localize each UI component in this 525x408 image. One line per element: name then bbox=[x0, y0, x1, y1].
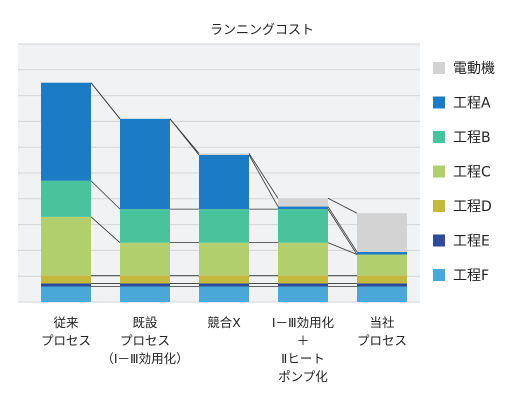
bar-segment-工程D-4 bbox=[357, 275, 407, 284]
bar-segment-工程A-0 bbox=[41, 82, 91, 181]
category-label-3: Ⅰ－Ⅲ効用化 bbox=[272, 315, 335, 330]
connector-line bbox=[169, 118, 200, 154]
bar-segment-工程D-0 bbox=[41, 275, 91, 284]
legend-swatch bbox=[433, 96, 445, 109]
bar-segment-工程E-1 bbox=[120, 283, 170, 287]
bar-segment-工程E-2 bbox=[199, 283, 249, 287]
legend-item-工程E: 工程E bbox=[433, 234, 490, 250]
category-label-1: 既設 bbox=[132, 315, 158, 330]
legend-label: 工程A bbox=[453, 96, 491, 112]
category-label-3: ポンプ化 bbox=[278, 369, 328, 384]
connector-line bbox=[327, 242, 358, 255]
category-label-2: 競合X bbox=[207, 315, 241, 330]
bar-segment-電動機-3 bbox=[278, 198, 328, 207]
connector-line bbox=[90, 216, 121, 243]
category-label-3: ＋ bbox=[297, 333, 310, 348]
category-label-1: （Ⅰ－Ⅲ効用化） bbox=[101, 351, 188, 366]
bar-segment-工程B-3 bbox=[278, 209, 328, 243]
category-label-0: プロセス bbox=[41, 333, 91, 348]
bar-segment-工程E-4 bbox=[357, 283, 407, 287]
bar-segment-工程C-0 bbox=[41, 216, 91, 276]
bar-segment-工程D-2 bbox=[199, 275, 249, 284]
category-label-4: 当社 bbox=[369, 315, 394, 330]
chart-title: ランニングコスト bbox=[210, 23, 314, 38]
connector-line bbox=[248, 154, 279, 207]
connector-line bbox=[327, 208, 358, 255]
category-label-0: 従来 bbox=[53, 315, 79, 330]
bar-segment-工程B-0 bbox=[41, 180, 91, 217]
legend-label: 電動機 bbox=[453, 61, 495, 77]
connector-line bbox=[90, 180, 121, 210]
legend-label: 工程C bbox=[453, 165, 491, 181]
connector-line bbox=[327, 206, 358, 253]
bar-segment-工程F-4 bbox=[357, 286, 407, 302]
bar-segment-工程A-3 bbox=[278, 206, 328, 210]
bar-segment-工程C-3 bbox=[278, 242, 328, 276]
bar-segment-工程B-1 bbox=[120, 209, 170, 243]
bar-segment-工程F-0 bbox=[41, 286, 91, 302]
bar-segment-工程D-1 bbox=[120, 275, 170, 284]
legend-swatch bbox=[433, 269, 445, 281]
bar-segment-工程F-3 bbox=[278, 286, 328, 302]
bar-segment-電動機-2 bbox=[199, 153, 249, 155]
connector-line bbox=[90, 82, 121, 120]
bar-segment-工程A-4 bbox=[357, 251, 407, 255]
category-label-1: プロセス bbox=[120, 333, 170, 348]
legend-item-工程C: 工程C bbox=[433, 165, 491, 181]
bar-segment-工程A-2 bbox=[199, 154, 249, 210]
category-label-4: プロセス bbox=[357, 333, 407, 348]
legend-swatch bbox=[433, 165, 445, 178]
connector-line bbox=[248, 153, 279, 199]
bar-segment-工程D-3 bbox=[278, 275, 328, 284]
legend-label: 工程D bbox=[453, 199, 492, 215]
bar-segment-工程B-2 bbox=[199, 209, 249, 243]
category-label-3: Ⅱヒート bbox=[281, 351, 325, 366]
legend-item-工程A: 工程A bbox=[433, 96, 491, 112]
legend-item-工程F: 工程F bbox=[433, 268, 489, 284]
legend-item-電動機: 電動機 bbox=[433, 61, 495, 77]
connector-line bbox=[327, 197, 358, 214]
legend-swatch bbox=[433, 131, 445, 143]
bar-segment-工程C-1 bbox=[120, 242, 170, 276]
legend-swatch bbox=[433, 62, 445, 74]
bar-segment-工程E-0 bbox=[41, 283, 91, 287]
bar-segment-工程C-2 bbox=[199, 242, 249, 276]
legend-item-工程D: 工程D bbox=[433, 199, 492, 215]
bar-segment-工程A-1 bbox=[120, 118, 170, 210]
bar-segment-工程C-4 bbox=[357, 254, 407, 276]
legend-swatch bbox=[433, 200, 445, 212]
legend-swatch bbox=[433, 234, 445, 247]
bar-segment-工程F-1 bbox=[120, 286, 170, 302]
legend-label: 工程F bbox=[453, 268, 489, 284]
bar-segment-工程F-2 bbox=[199, 286, 249, 302]
bar-segment-工程E-3 bbox=[278, 283, 328, 287]
legend-item-工程B: 工程B bbox=[433, 130, 491, 146]
legend-label: 工程B bbox=[453, 130, 491, 146]
bar-segment-電動機-4 bbox=[357, 213, 407, 252]
legend-label: 工程E bbox=[453, 234, 490, 250]
